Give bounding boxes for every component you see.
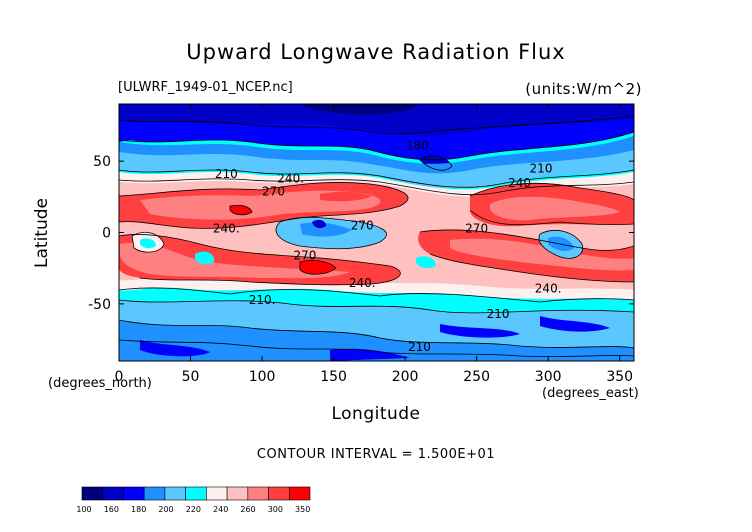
contour-interval-label: CONTOUR INTERVAL = 1.500E+01 <box>256 447 496 462</box>
colorbar-level-label: 180 <box>131 505 146 514</box>
colorbar-swatch <box>247 486 269 501</box>
colorbar-swatch <box>123 486 145 501</box>
colorbar-level-label: 260 <box>240 505 255 514</box>
colorbar-swatch <box>102 486 124 501</box>
colorbar-level-label: 220 <box>186 505 201 514</box>
colorbar: 100 160 180 200 220 240 260 300 350 <box>76 486 311 514</box>
colorbar-level-label: 100 <box>76 505 91 514</box>
contour-label: 180. <box>406 139 433 153</box>
x-tick-label: 250 <box>463 369 490 385</box>
colorbar-swatch <box>164 486 186 501</box>
y-axis-ticks: -50 0 50 <box>88 154 634 313</box>
x-axis-ticks: 0 50 100 150 200 250 300 350 <box>115 104 633 385</box>
y-tick-label: 0 <box>102 226 111 242</box>
contour-label: 210. <box>249 293 276 307</box>
colorbar-swatch <box>206 486 228 501</box>
contour-label: 240. <box>535 281 562 295</box>
y-axis-unit-label: (degrees_north) <box>48 376 152 391</box>
colorbar-swatch <box>226 486 249 501</box>
contour-label: 210 <box>530 162 553 176</box>
contour-lines <box>119 115 634 357</box>
colorbar-swatch <box>143 486 166 501</box>
contour-label: 240 <box>508 176 531 190</box>
contour-label: 270 <box>294 249 317 263</box>
colorbar-level-label: 200 <box>158 505 173 514</box>
colorbar-swatch <box>81 486 104 501</box>
contour-label: 270 <box>351 219 374 233</box>
contour-label: 270 <box>262 184 285 198</box>
x-tick-label: 100 <box>249 369 276 385</box>
x-tick-label: 50 <box>182 369 200 385</box>
colorbar-swatch <box>268 486 290 501</box>
colorbar-level-label: 240 <box>213 505 228 514</box>
x-tick-label: 0 <box>115 369 124 385</box>
contour-label: 210 <box>408 340 431 354</box>
file-name-label: [ULWRF_1949-01_NCEP.nc] <box>118 80 293 95</box>
colorbar-level-label: 300 <box>268 505 283 514</box>
contour-label: 210 <box>487 307 510 321</box>
x-tick-label: 300 <box>535 369 562 385</box>
x-tick-label: 150 <box>320 369 347 385</box>
y-tick-label: 50 <box>93 154 111 170</box>
contour-label: 240. <box>277 172 304 186</box>
contour-label: 210 <box>215 167 238 181</box>
x-axis-unit-label: (degrees_east) <box>542 386 639 401</box>
colorbar-level-label: 160 <box>104 505 119 514</box>
contour-label: 240. <box>213 222 240 236</box>
colorbar-level-label: 350 <box>295 505 310 514</box>
contour-label: 240. <box>349 276 376 290</box>
x-axis-label: Longitude <box>331 404 421 424</box>
chart-title: Upward Longwave Radiation Flux <box>186 40 566 64</box>
colorbar-swatch <box>288 486 311 501</box>
contour-label: 270 <box>465 222 488 236</box>
colorbar-swatch <box>185 486 207 501</box>
y-tick-label: -50 <box>88 297 111 313</box>
x-tick-label: 200 <box>392 369 419 385</box>
units-label: (units:W/m^2) <box>525 80 642 98</box>
x-tick-label: 350 <box>606 369 633 385</box>
